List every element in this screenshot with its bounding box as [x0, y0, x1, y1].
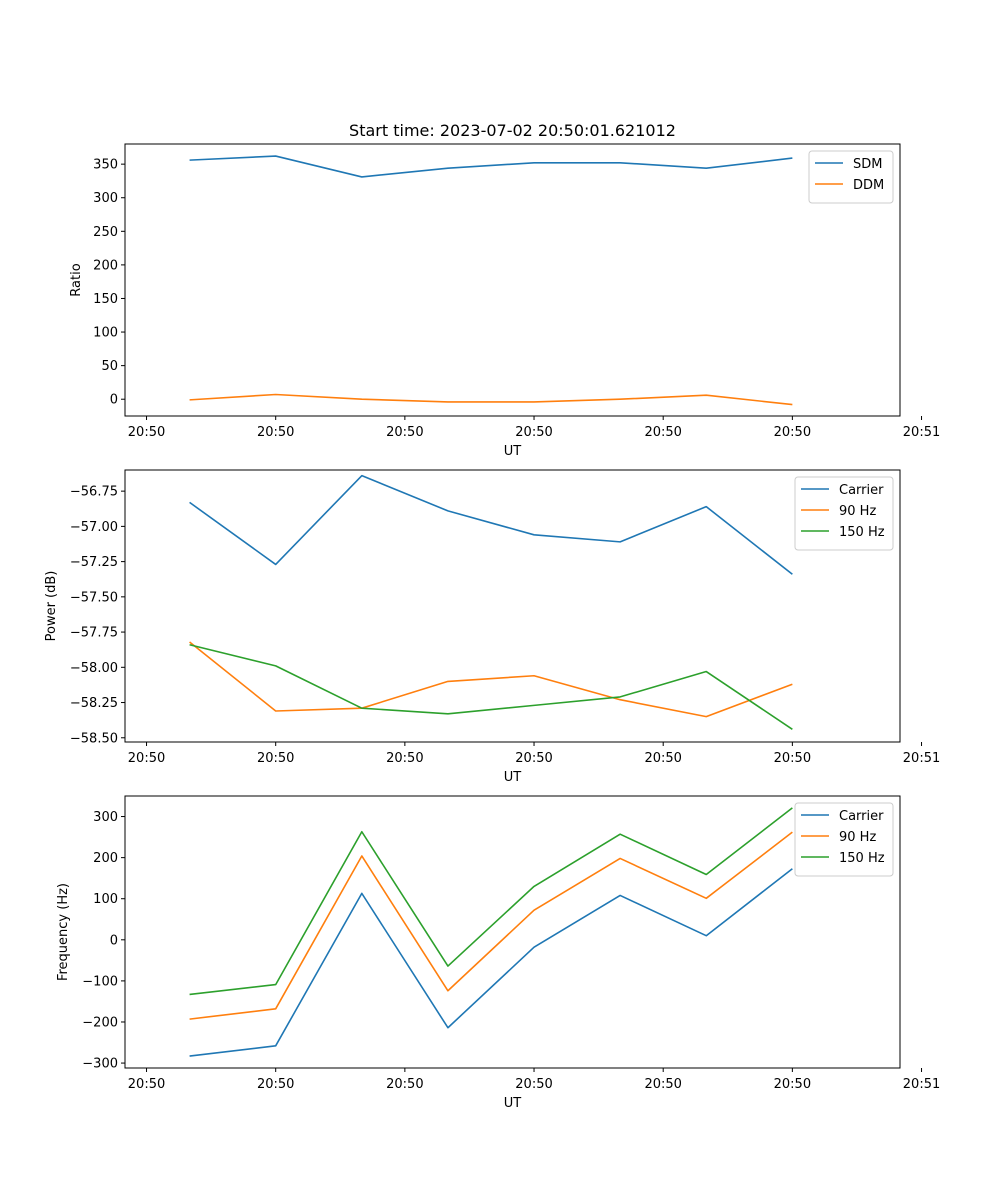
legend-label: Carrier [839, 483, 884, 498]
axes-frame [124, 469, 901, 743]
legend-label: 150 Hz [839, 525, 885, 540]
y-tick-label: 250 [93, 225, 118, 240]
x-tick-label: 20:50 [774, 425, 811, 440]
x-axis-label: UT [504, 770, 522, 785]
y-tick-label: −56.75 [70, 485, 118, 500]
legend-box [808, 150, 894, 204]
legend-label: DDM [853, 178, 884, 193]
x-tick-label: 20:50 [515, 1077, 552, 1092]
y-tick-label: 350 [93, 158, 118, 173]
x-tick-label: 20:50 [128, 1077, 165, 1092]
x-tick-label: 20:50 [257, 425, 294, 440]
x-tick-label: 20:50 [128, 425, 165, 440]
y-tick-label: −58.00 [70, 661, 118, 676]
frequency-plot: 20:50 20:50 20:50 20:50 20:50 20:50 20:51 −300 −… [56, 795, 940, 1111]
x-tick-label: 20:50 [644, 425, 681, 440]
x-tick-label: 20:50 [386, 425, 423, 440]
legend: Carrier 90 Hz 150 Hz [794, 802, 894, 877]
legend-label: 150 Hz [839, 851, 885, 866]
y-tick-label: 150 [93, 292, 118, 307]
series-line-90-hz [189, 641, 793, 718]
y-tick-label: −57.75 [70, 626, 118, 641]
y-tick-label: 100 [93, 326, 118, 341]
x-tick-label: 20:50 [515, 425, 552, 440]
series-line-carrier [189, 474, 793, 575]
x-tick-label: 20:50 [644, 1077, 681, 1092]
y-tick-label: 300 [93, 810, 118, 825]
ratio-plot: Start time: 2023-07-02 20:50:01.621012 2… [69, 121, 940, 459]
series-line-150-hz [189, 643, 793, 730]
power-plot: 20:50 20:50 20:50 20:50 20:50 20:50 20:51 −58.5… [44, 469, 940, 785]
y-axis-label: Ratio [69, 263, 84, 296]
x-tick-label: 20:50 [128, 751, 165, 766]
y-tick-label: 300 [93, 191, 118, 206]
y-tick-label: −200 [82, 1015, 118, 1030]
legend-label: 90 Hz [839, 504, 876, 519]
x-tick-label: 20:50 [386, 1077, 423, 1092]
x-axis-label: UT [504, 1096, 522, 1111]
series-line-ddm [189, 393, 793, 406]
y-tick-label: −57.00 [70, 520, 118, 535]
y-tick-label: −100 [82, 974, 118, 989]
x-tick-label: 20:51 [903, 1077, 940, 1092]
y-axis-label: Frequency (Hz) [56, 883, 71, 981]
x-tick-label: 20:51 [903, 751, 940, 766]
legend-label: Carrier [839, 809, 884, 824]
x-tick-label: 20:50 [774, 751, 811, 766]
x-axis-label: UT [504, 444, 522, 459]
y-tick-label: 200 [93, 258, 118, 273]
legend-label: 90 Hz [839, 830, 876, 845]
y-tick-label: −58.25 [70, 696, 118, 711]
y-tick-label: 100 [93, 892, 118, 907]
legend: SDM DDM [808, 150, 894, 204]
series-line-90-hz [189, 831, 793, 1020]
series-line-carrier [189, 868, 793, 1057]
series-line-150-hz [189, 807, 793, 996]
series-line-sdm [189, 155, 793, 178]
y-tick-label: −57.25 [70, 555, 118, 570]
axes-frame [124, 795, 901, 1069]
y-tick-label: −58.50 [70, 731, 118, 746]
y-axis-label: Power (dB) [44, 571, 59, 642]
x-tick-label: 20:50 [257, 751, 294, 766]
y-tick-label: −300 [82, 1057, 118, 1072]
y-tick-label: 0 [110, 393, 118, 408]
legend: Carrier 90 Hz 150 Hz [794, 476, 894, 551]
x-tick-label: 20:50 [257, 1077, 294, 1092]
x-tick-label: 20:50 [644, 751, 681, 766]
y-tick-label: 50 [101, 359, 118, 374]
x-tick-label: 20:51 [903, 425, 940, 440]
x-tick-label: 20:50 [386, 751, 423, 766]
y-tick-label: −57.50 [70, 590, 118, 605]
axes-frame [124, 143, 901, 417]
chart-title: Start time: 2023-07-02 20:50:01.621012 [349, 121, 676, 140]
legend-label: SDM [853, 157, 882, 172]
y-tick-label: 200 [93, 851, 118, 866]
x-tick-label: 20:50 [515, 751, 552, 766]
y-tick-label: 0 [110, 933, 118, 948]
x-tick-label: 20:50 [774, 1077, 811, 1092]
